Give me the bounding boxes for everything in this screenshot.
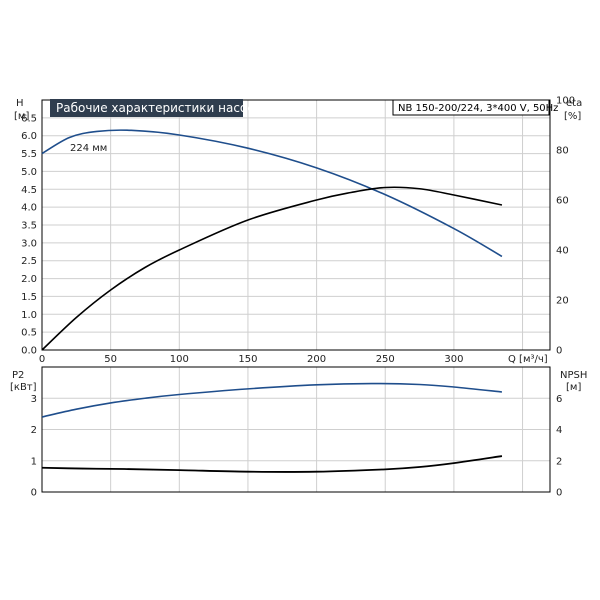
chart-title: Рабочие характеристики насоса: [56, 101, 261, 115]
model-label: NB 150-200/224, 3*400 V, 50Hz: [398, 103, 558, 114]
right-axis-tick-label: 4: [556, 425, 562, 436]
npsh-curve: [41, 455, 503, 473]
left-axis-tick-label: 4.0: [21, 203, 37, 214]
model-label-box: [392, 99, 550, 116]
right-axis-tick-label: 6: [556, 394, 562, 405]
h-axis-label: H: [16, 98, 24, 109]
h-axis-unit: [м]: [14, 111, 29, 122]
left-axis-tick-label: 6.5: [21, 113, 37, 124]
x-axis-tick-label: 100: [170, 354, 189, 365]
left-axis-tick-label: 6.0: [21, 131, 37, 142]
right-axis-tick-label: 20: [556, 296, 569, 307]
head-curve: [41, 129, 503, 258]
npsh-axis-unit: [м]: [566, 382, 581, 393]
left-axis-tick-label: 0.0: [21, 346, 37, 357]
right-axis-tick-label: 0: [556, 346, 562, 357]
right-axis-tick-label: 0: [556, 488, 562, 499]
top-plot-ticks: 0.0 0.5 1.0 1.5 2.0 2.5 3.0 3.5 4.0 4.5 5.0 5.5 6.0 6…: [21, 96, 575, 366]
efficiency-curve: [41, 186, 503, 351]
left-axis-tick-label: 4.5: [21, 185, 37, 196]
bottom-plot-series: [41, 382, 503, 473]
left-axis-tick-label: 0: [31, 488, 37, 499]
p2-axis-label: P2: [12, 370, 24, 381]
left-axis-tick-label: 2.5: [21, 256, 37, 267]
left-axis-tick-label: 2.0: [21, 274, 37, 285]
x-axis-tick-label: 0: [39, 354, 45, 365]
left-axis-tick-label: 3.5: [21, 221, 37, 232]
bottom-plot-ticks: 0 1 2 3 0 2 4 6: [31, 394, 563, 499]
top-plot-series: [41, 129, 503, 351]
left-axis-tick-label: 3.0: [21, 238, 37, 249]
left-axis-tick-label: 3: [31, 394, 37, 405]
bottom-plot-frame: [41, 366, 551, 493]
eta-axis-unit: [%]: [564, 111, 581, 122]
x-axis-tick-label: 300: [444, 354, 463, 365]
x-axis-tick-label: 200: [307, 354, 326, 365]
left-axis-tick-label: 1.5: [21, 292, 37, 303]
power-curve: [41, 382, 503, 418]
p2-axis-unit: [кВт]: [10, 382, 37, 393]
right-axis-tick-label: 40: [556, 246, 569, 257]
npsh-axis-label: NPSH: [560, 370, 587, 381]
chart-title-box: [50, 99, 243, 117]
x-axis-tick-label: 150: [238, 354, 257, 365]
right-axis-tick-label: 60: [556, 196, 569, 207]
left-axis-tick-label: 2: [31, 425, 37, 436]
q-axis-label: Q [м³/ч]: [508, 354, 548, 365]
left-axis-tick-label: 5.0: [21, 167, 37, 178]
left-axis-tick-label: 0.5: [21, 328, 37, 339]
left-axis-tick-label: 5.5: [21, 149, 37, 160]
left-axis-tick-label: 1: [31, 456, 37, 467]
top-plot-frame: [41, 99, 551, 351]
right-axis-tick-label: 80: [556, 146, 569, 157]
right-axis-tick-label: 2: [556, 456, 562, 467]
left-axis-tick-label: 1.0: [21, 310, 37, 321]
top-plot-grid: [42, 100, 550, 350]
eta-axis-label: eta: [566, 98, 582, 109]
impeller-diameter-label: 224 мм: [70, 143, 107, 154]
x-axis-tick-label: 250: [376, 354, 395, 365]
right-axis-tick-label: 100: [556, 96, 575, 107]
x-axis-tick-label: 50: [104, 354, 117, 365]
